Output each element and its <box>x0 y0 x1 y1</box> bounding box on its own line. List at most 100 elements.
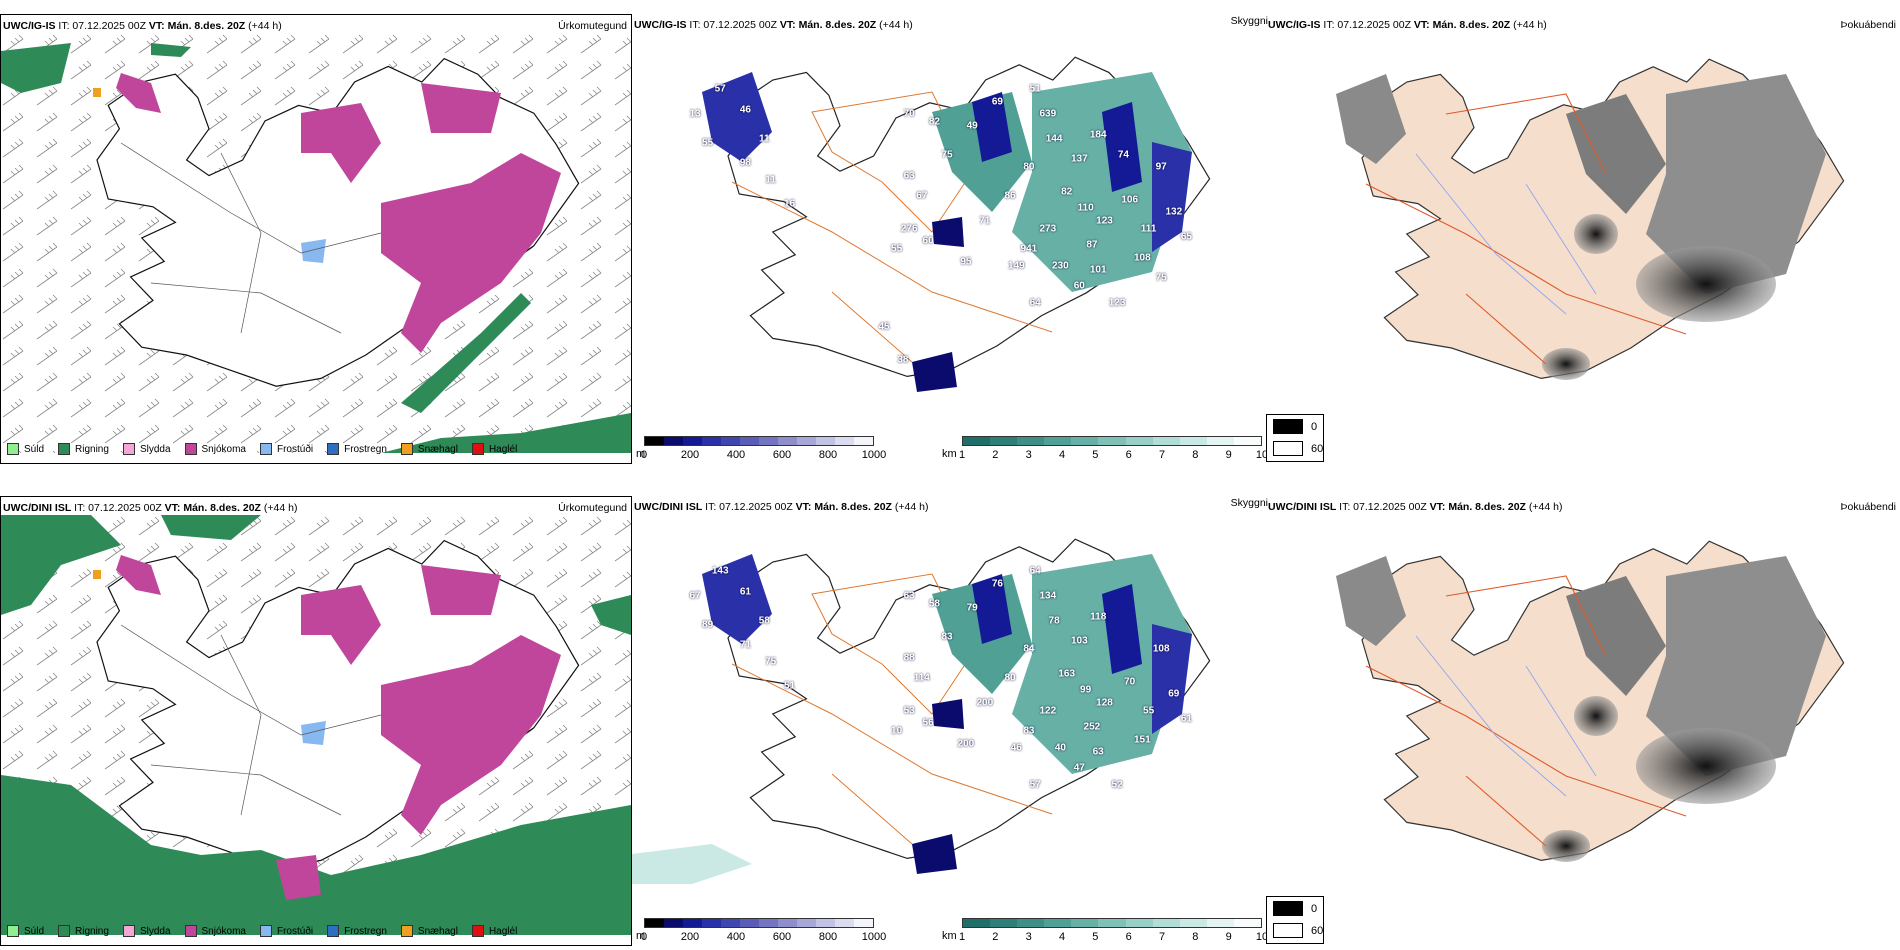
height-label: 46 <box>739 104 751 116</box>
colorbar-segment <box>778 919 797 927</box>
visibility-map[interactable] <box>632 32 1262 442</box>
snow-pellet-area <box>93 88 101 97</box>
lead-time: (+44 h) <box>879 19 913 31</box>
height-label: 273 <box>1039 223 1057 235</box>
height-label: 123 <box>1108 297 1126 309</box>
precip-type-panel: UWC/DINI ISL IT: 07.12.2025 00Z VT: Mán.… <box>0 496 632 946</box>
terrain-area <box>912 352 957 392</box>
colorbar-segment <box>1179 919 1207 927</box>
dense-fog-area <box>1636 246 1776 322</box>
panel-title: Skyggni <box>1230 497 1268 509</box>
height-label: 71 <box>979 215 991 227</box>
rain-area <box>591 595 631 635</box>
roads <box>731 181 1053 363</box>
roads <box>120 624 382 816</box>
colorbar-tick: 4 <box>1058 449 1066 461</box>
height-label: 51 <box>783 680 796 692</box>
colorbar-tick: 200 <box>680 931 700 943</box>
legend-swatch <box>400 443 413 455</box>
height-label: 51 <box>1029 83 1041 95</box>
height-label: 64 <box>1029 565 1041 577</box>
legend-label: Snjókoma <box>201 443 246 455</box>
height-label: 63 <box>903 590 915 602</box>
colorbar-tick: 3 <box>1025 931 1032 943</box>
precip-map[interactable] <box>1 515 631 935</box>
colorbar-segment <box>702 437 721 445</box>
colorbar-segment <box>854 437 873 445</box>
colorbar-tick: 1000 <box>861 449 887 461</box>
fog-area <box>1566 94 1666 214</box>
coastline <box>96 539 580 869</box>
colorbar-segment <box>1206 919 1234 927</box>
low-visibility-area <box>632 844 752 884</box>
height-label: 63 <box>903 170 915 181</box>
height-label: 60 <box>922 235 934 247</box>
panel-header: UWC/IG-IS IT: 07.12.2025 00Z VT: Mán. 8.… <box>634 19 913 31</box>
rain-area <box>1 775 631 935</box>
colorbar-segment <box>721 919 740 927</box>
colorbar-segment <box>1044 919 1072 927</box>
height-label: 11 <box>759 133 770 145</box>
colorbar-segment <box>1017 919 1045 927</box>
colorbar-segment <box>797 437 816 445</box>
legend-swatch <box>184 443 197 455</box>
colorbar-segment <box>740 437 759 445</box>
colorbar-tick: 8 <box>1192 449 1199 461</box>
height-label: 10 <box>891 725 903 737</box>
height-label: 184 <box>1089 129 1107 140</box>
height-label: 67 <box>689 590 701 602</box>
valid-time: VT: Mán. 8.des. 20Z <box>164 502 261 514</box>
model-name: UWC/IG-IS <box>1268 19 1321 31</box>
height-label: 61 <box>739 586 751 598</box>
colorbar-segment <box>664 919 683 927</box>
colorbar-segment <box>1098 919 1126 927</box>
colorbar-tick: 10 <box>1255 449 1269 461</box>
lead-time: (+44 h) <box>263 502 298 514</box>
rain-area <box>161 515 261 540</box>
rivers <box>1415 635 1597 797</box>
precip-map[interactable] <box>1 33 631 453</box>
valid-time: VT: Mán. 8.des. 20Z <box>148 20 246 32</box>
freezing-drizzle-area <box>301 721 326 745</box>
height-label: 75 <box>765 656 777 668</box>
legend-label: Snjókoma <box>201 925 246 937</box>
colorbar-segment <box>1206 437 1234 445</box>
legend-swatch <box>259 925 272 937</box>
colorbar-segment <box>1125 919 1153 927</box>
height-label: 60 <box>1073 280 1085 292</box>
legend-swatch <box>58 925 71 937</box>
height-label: 58 <box>928 598 940 610</box>
fog-key-dark-swatch <box>1273 901 1303 916</box>
rain-area <box>1 515 121 615</box>
colorbar-segment <box>963 919 991 927</box>
height-colorbar: 0 200 400 600 800 1000 <box>641 436 886 461</box>
colorbar-segment <box>835 919 854 927</box>
height-label: 16 <box>783 198 796 210</box>
height-label: 97 <box>1155 161 1167 173</box>
colorbar-tick: 10 <box>1255 931 1269 943</box>
colorbar-segment <box>854 919 873 927</box>
colorbar-segment <box>990 437 1018 445</box>
colorbar-tick: 800 <box>818 449 838 461</box>
colorbar-segment <box>816 437 835 445</box>
snow-area <box>276 855 321 900</box>
precip-legend: Súld Rigning Slydda Snjókoma Frostúði Frostre… <box>7 443 517 455</box>
colorbar-tick: 1 <box>958 449 966 461</box>
colorbar-segment <box>1233 919 1262 927</box>
precip-legend: Súld Rigning Slydda Snjókoma Frostúði Frostre… <box>7 925 517 937</box>
legend-swatch <box>184 925 197 937</box>
colorbar-tick: 400 <box>726 449 746 461</box>
colorbar-tick: 1 <box>958 931 966 943</box>
visibility-map[interactable] <box>632 514 1262 924</box>
fog-map[interactable] <box>1266 516 1896 916</box>
height-label: 76 <box>991 578 1003 590</box>
height-label: 57 <box>1029 779 1041 791</box>
legend-label: Súld <box>24 925 45 937</box>
dense-fog-area <box>1574 214 1618 254</box>
height-label: 163 <box>1058 668 1076 680</box>
height-label: 99 <box>1080 684 1092 696</box>
visibility-colorbar: 1 2 3 4 5 6 7 8 9 10 <box>959 436 1268 461</box>
fog-map[interactable] <box>1266 34 1896 434</box>
snow-area <box>116 555 161 595</box>
colorbar-tick: 1000 <box>861 931 887 943</box>
